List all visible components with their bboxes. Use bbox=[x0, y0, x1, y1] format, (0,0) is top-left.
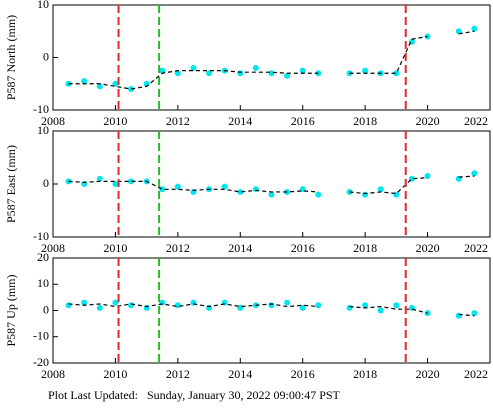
data-point bbox=[96, 304, 103, 311]
data-point bbox=[284, 299, 291, 306]
data-point bbox=[128, 178, 135, 185]
x-tick-label: 2020 bbox=[416, 114, 440, 128]
x-tick-label: 2022 bbox=[464, 367, 488, 381]
data-point bbox=[206, 304, 213, 311]
data-point bbox=[159, 67, 166, 74]
data-point bbox=[393, 70, 400, 77]
data-point bbox=[377, 186, 384, 193]
y-tick-label: 0 bbox=[43, 302, 49, 316]
data-point bbox=[315, 191, 322, 198]
data-point bbox=[159, 186, 166, 193]
x-tick-label: 2022 bbox=[464, 114, 488, 128]
model-line bbox=[68, 175, 475, 195]
x-tick-label: 2016 bbox=[291, 367, 315, 381]
x-tick-label: 2014 bbox=[228, 114, 252, 128]
data-point bbox=[471, 170, 478, 177]
data-point bbox=[221, 183, 228, 190]
data-point bbox=[128, 302, 135, 309]
data-point bbox=[471, 25, 478, 32]
x-tick-label: 2008 bbox=[41, 114, 65, 128]
model-line bbox=[68, 30, 475, 90]
data-point bbox=[315, 302, 322, 309]
data-point bbox=[471, 310, 478, 317]
data-point bbox=[393, 191, 400, 198]
x-tick-label: 2010 bbox=[103, 114, 127, 128]
x-tick-label: 2012 bbox=[166, 114, 190, 128]
x-tick-label: 2008 bbox=[41, 241, 65, 255]
x-tick-label: 2016 bbox=[291, 114, 315, 128]
data-point bbox=[362, 67, 369, 74]
x-tick-label: 2018 bbox=[353, 114, 377, 128]
data-point bbox=[174, 70, 181, 77]
data-point bbox=[174, 302, 181, 309]
model-line bbox=[68, 303, 475, 317]
data-point bbox=[377, 307, 384, 314]
data-point bbox=[112, 80, 119, 87]
y-tick-label: -10 bbox=[33, 329, 49, 343]
data-point bbox=[284, 72, 291, 79]
footer: Plot Last Updated: Sunday, January 30, 2… bbox=[48, 388, 341, 402]
data-point bbox=[424, 173, 431, 180]
data-point bbox=[268, 191, 275, 198]
data-point bbox=[299, 67, 306, 74]
data-point bbox=[455, 28, 462, 35]
x-tick-label: 2010 bbox=[103, 367, 127, 381]
y-tick-label: -10 bbox=[33, 102, 49, 116]
x-tick-label: 2020 bbox=[416, 241, 440, 255]
data-point bbox=[346, 304, 353, 311]
data-point bbox=[206, 70, 213, 77]
data-point bbox=[299, 304, 306, 311]
data-point bbox=[393, 302, 400, 309]
y-tick-label: 10 bbox=[37, 276, 49, 290]
data-point bbox=[128, 86, 135, 92]
data-point bbox=[362, 191, 369, 198]
data-point bbox=[65, 302, 72, 309]
data-point bbox=[455, 312, 462, 319]
y-tick-label: 10 bbox=[37, 123, 49, 137]
data-point bbox=[96, 83, 103, 90]
x-tick-label: 2008 bbox=[41, 367, 65, 381]
data-point bbox=[81, 299, 88, 306]
x-tick-label: 2014 bbox=[228, 367, 252, 381]
data-point bbox=[362, 302, 369, 309]
y-axis-label: P587 East (mm) bbox=[4, 145, 18, 223]
data-point bbox=[237, 188, 244, 195]
y-tick-label: -20 bbox=[33, 355, 49, 369]
x-tick-label: 2012 bbox=[166, 367, 190, 381]
x-tick-label: 2010 bbox=[103, 241, 127, 255]
data-point bbox=[237, 70, 244, 77]
y-tick-label: 10 bbox=[37, 0, 49, 11]
data-point bbox=[143, 304, 150, 311]
x-tick-label: 2018 bbox=[353, 367, 377, 381]
x-tick-label: 2018 bbox=[353, 241, 377, 255]
data-point bbox=[268, 302, 275, 309]
x-tick-label: 2012 bbox=[166, 241, 190, 255]
y-tick-label: -10 bbox=[33, 229, 49, 243]
data-point bbox=[81, 78, 88, 85]
y-tick-label: 0 bbox=[43, 176, 49, 190]
y-axis-label: P587 Up (mm) bbox=[4, 274, 18, 346]
data-point bbox=[96, 175, 103, 182]
x-tick-label: 2022 bbox=[464, 241, 488, 255]
x-tick-label: 2014 bbox=[228, 241, 252, 255]
y-tick-label: 0 bbox=[43, 49, 49, 63]
data-point bbox=[112, 181, 119, 187]
y-tick-label: 20 bbox=[37, 250, 49, 264]
data-point bbox=[252, 65, 259, 71]
y-axis-label: P587 North (mm) bbox=[4, 15, 18, 100]
data-point bbox=[112, 299, 119, 306]
x-tick-label: 2016 bbox=[291, 241, 315, 255]
data-point bbox=[252, 186, 259, 193]
data-point bbox=[174, 183, 181, 190]
data-point bbox=[268, 70, 275, 77]
data-point bbox=[190, 65, 197, 71]
x-tick-label: 2020 bbox=[416, 367, 440, 381]
